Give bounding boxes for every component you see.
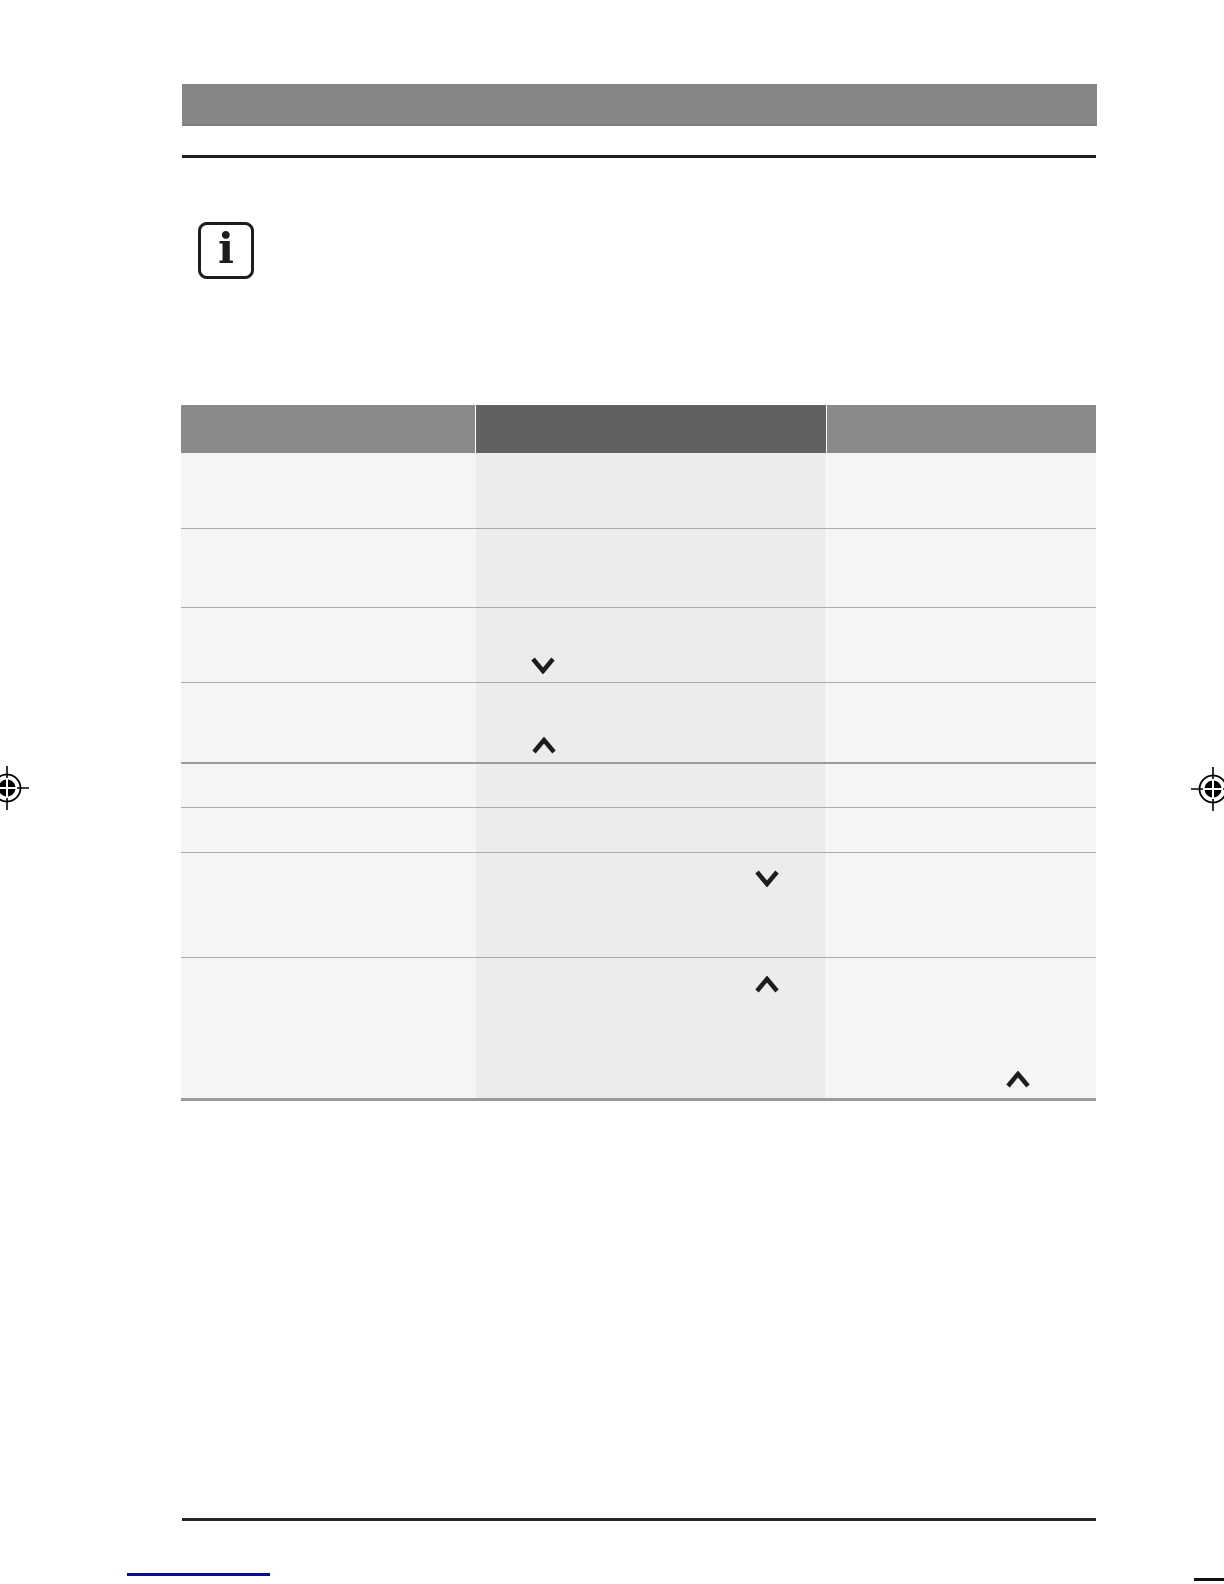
info-icon: i (198, 222, 254, 279)
table-row (181, 453, 1096, 529)
registration-mark-icon (1191, 767, 1224, 811)
chevron-up-icon (1006, 1071, 1030, 1088)
table-column-2-background (476, 453, 826, 1101)
info-icon-glyph: i (218, 223, 234, 273)
table-column-1-background (181, 453, 476, 1101)
table-header-col-3 (827, 405, 1096, 453)
table-row (181, 529, 1096, 608)
table-header-col-2 (476, 405, 826, 453)
crop-mark (1194, 1578, 1224, 1581)
chevron-up-icon (755, 976, 779, 993)
header-rule (182, 155, 1096, 158)
chevron-down-icon (531, 657, 555, 674)
table-row (181, 853, 1096, 958)
chevron-down-icon (755, 870, 779, 887)
registration-mark-icon (0, 766, 29, 810)
table-row (181, 958, 1096, 1101)
table-header-label (181, 405, 475, 429)
table-header-label (827, 405, 1096, 429)
table-column-3-background (827, 453, 1096, 1101)
chevron-up-icon (532, 737, 556, 754)
table-row (181, 764, 1096, 808)
footer-link-underline[interactable] (127, 1573, 270, 1576)
table-header-label (476, 405, 826, 429)
footer-rule (182, 1518, 1096, 1521)
table-row (181, 608, 1096, 683)
table-row (181, 808, 1096, 853)
settings-table (181, 405, 1096, 1101)
table-row (181, 683, 1096, 764)
chapter-title-bar (182, 84, 1097, 126)
table-header-col-1 (181, 405, 475, 453)
